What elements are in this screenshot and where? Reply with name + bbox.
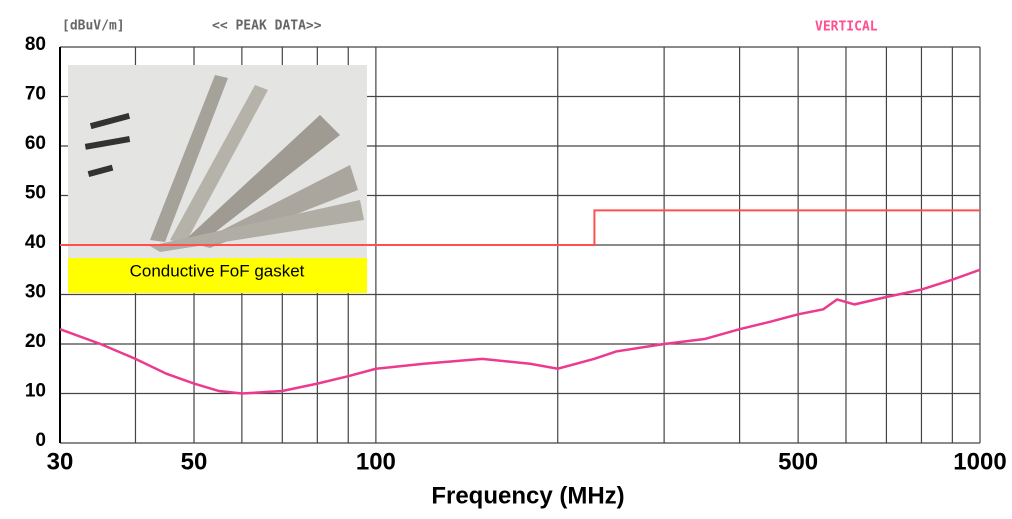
x-tick-label: 500	[778, 448, 818, 475]
y-tick-label: 70	[25, 84, 46, 105]
inset: Conductive FoF gasket	[68, 65, 367, 293]
unit-label: [dBuV/m]	[62, 19, 125, 34]
y-tick-label: 10	[25, 381, 46, 402]
x-tick-label: 100	[356, 448, 396, 475]
y-tick-label: 40	[25, 232, 46, 253]
chart: [dBuV/m] << PEAK DATA>> VERTICAL 0 10 20 30…	[0, 0, 1012, 519]
y-tick-label: 50	[25, 183, 46, 204]
y-tick-label: 60	[25, 133, 46, 154]
x-axis-label: Frequency (MHz)	[431, 482, 624, 509]
y-tick-label: 30	[25, 282, 46, 303]
header: << PEAK DATA>>	[212, 19, 322, 34]
y-tick-label: 0	[35, 430, 46, 451]
y-tick-label: 20	[25, 331, 46, 352]
polarity: VERTICAL	[815, 20, 878, 35]
x-tick-label: 1000	[953, 448, 1006, 475]
inset-caption: Conductive FoF gasket	[130, 261, 305, 280]
x-tick-label: 50	[181, 448, 208, 475]
y-tick-label: 80	[25, 34, 46, 55]
x-tick-label: 30	[47, 448, 74, 475]
